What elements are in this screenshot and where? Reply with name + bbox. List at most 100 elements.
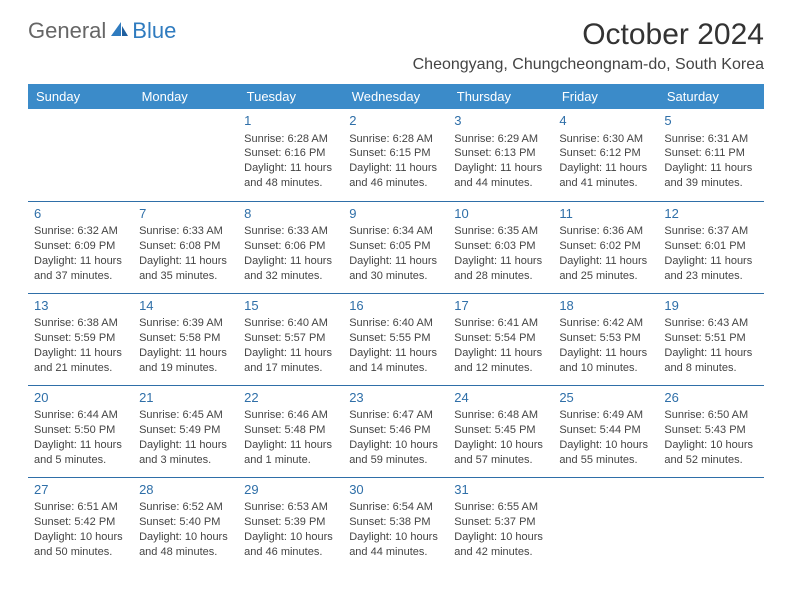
daylight-text: and 59 minutes. xyxy=(349,453,442,468)
calendar-cell: 6Sunrise: 6:32 AMSunset: 6:09 PMDaylight… xyxy=(28,201,133,293)
daylight-text: Daylight: 11 hours xyxy=(349,346,442,361)
day-number: 22 xyxy=(244,389,337,407)
daylight-text: Daylight: 10 hours xyxy=(34,530,127,545)
sunset-text: Sunset: 5:42 PM xyxy=(34,515,127,530)
sunrise-text: Sunrise: 6:42 AM xyxy=(559,316,652,331)
sunset-text: Sunset: 6:08 PM xyxy=(139,239,232,254)
calendar-cell: 1Sunrise: 6:28 AMSunset: 6:16 PMDaylight… xyxy=(238,109,343,201)
day-number: 4 xyxy=(559,112,652,130)
sunset-text: Sunset: 5:54 PM xyxy=(454,331,547,346)
day-number: 8 xyxy=(244,205,337,223)
sunset-text: Sunset: 5:43 PM xyxy=(664,423,757,438)
day-number: 7 xyxy=(139,205,232,223)
sunrise-text: Sunrise: 6:40 AM xyxy=(244,316,337,331)
daylight-text: Daylight: 11 hours xyxy=(559,346,652,361)
daylight-text: and 50 minutes. xyxy=(34,545,127,560)
calendar-cell: 11Sunrise: 6:36 AMSunset: 6:02 PMDayligh… xyxy=(553,201,658,293)
daylight-text: and 32 minutes. xyxy=(244,269,337,284)
sunrise-text: Sunrise: 6:50 AM xyxy=(664,408,757,423)
daylight-text: Daylight: 11 hours xyxy=(349,254,442,269)
sunrise-text: Sunrise: 6:30 AM xyxy=(559,132,652,147)
day-number: 19 xyxy=(664,297,757,315)
sunset-text: Sunset: 5:46 PM xyxy=(349,423,442,438)
calendar-cell: 31Sunrise: 6:55 AMSunset: 5:37 PMDayligh… xyxy=(448,477,553,569)
daylight-text: and 14 minutes. xyxy=(349,361,442,376)
sunset-text: Sunset: 6:06 PM xyxy=(244,239,337,254)
sunrise-text: Sunrise: 6:36 AM xyxy=(559,224,652,239)
daylight-text: and 42 minutes. xyxy=(454,545,547,560)
calendar-table: SundayMondayTuesdayWednesdayThursdayFrid… xyxy=(28,84,764,569)
calendar-cell: 8Sunrise: 6:33 AMSunset: 6:06 PMDaylight… xyxy=(238,201,343,293)
calendar-row: 13Sunrise: 6:38 AMSunset: 5:59 PMDayligh… xyxy=(28,293,764,385)
daylight-text: Daylight: 11 hours xyxy=(664,161,757,176)
daylight-text: and 44 minutes. xyxy=(349,545,442,560)
sunrise-text: Sunrise: 6:55 AM xyxy=(454,500,547,515)
sunrise-text: Sunrise: 6:29 AM xyxy=(454,132,547,147)
calendar-cell: 10Sunrise: 6:35 AMSunset: 6:03 PMDayligh… xyxy=(448,201,553,293)
daylight-text: Daylight: 11 hours xyxy=(664,254,757,269)
day-number: 13 xyxy=(34,297,127,315)
calendar-cell: 20Sunrise: 6:44 AMSunset: 5:50 PMDayligh… xyxy=(28,385,133,477)
sunrise-text: Sunrise: 6:37 AM xyxy=(664,224,757,239)
month-title: October 2024 xyxy=(413,18,764,52)
sunrise-text: Sunrise: 6:46 AM xyxy=(244,408,337,423)
daylight-text: and 8 minutes. xyxy=(664,361,757,376)
calendar-cell: 5Sunrise: 6:31 AMSunset: 6:11 PMDaylight… xyxy=(658,109,763,201)
calendar-cell: 7Sunrise: 6:33 AMSunset: 6:08 PMDaylight… xyxy=(133,201,238,293)
sunset-text: Sunset: 6:09 PM xyxy=(34,239,127,254)
calendar-cell: 14Sunrise: 6:39 AMSunset: 5:58 PMDayligh… xyxy=(133,293,238,385)
calendar-cell: 26Sunrise: 6:50 AMSunset: 5:43 PMDayligh… xyxy=(658,385,763,477)
sunset-text: Sunset: 6:05 PM xyxy=(349,239,442,254)
sunrise-text: Sunrise: 6:28 AM xyxy=(349,132,442,147)
sunrise-text: Sunrise: 6:49 AM xyxy=(559,408,652,423)
day-number: 20 xyxy=(34,389,127,407)
daylight-text: and 46 minutes. xyxy=(349,176,442,191)
daylight-text: and 55 minutes. xyxy=(559,453,652,468)
daylight-text: Daylight: 11 hours xyxy=(559,254,652,269)
sunset-text: Sunset: 5:51 PM xyxy=(664,331,757,346)
daylight-text: and 39 minutes. xyxy=(664,176,757,191)
calendar-cell xyxy=(553,477,658,569)
sunset-text: Sunset: 5:53 PM xyxy=(559,331,652,346)
daylight-text: and 1 minute. xyxy=(244,453,337,468)
sunset-text: Sunset: 5:55 PM xyxy=(349,331,442,346)
calendar-row: 27Sunrise: 6:51 AMSunset: 5:42 PMDayligh… xyxy=(28,477,764,569)
day-header: Sunday xyxy=(28,84,133,109)
sunrise-text: Sunrise: 6:38 AM xyxy=(34,316,127,331)
calendar-body: 1Sunrise: 6:28 AMSunset: 6:16 PMDaylight… xyxy=(28,109,764,569)
daylight-text: and 46 minutes. xyxy=(244,545,337,560)
daylight-text: Daylight: 11 hours xyxy=(244,161,337,176)
sunset-text: Sunset: 5:44 PM xyxy=(559,423,652,438)
sunset-text: Sunset: 5:38 PM xyxy=(349,515,442,530)
day-number: 23 xyxy=(349,389,442,407)
location: Cheongyang, Chungcheongnam-do, South Kor… xyxy=(413,56,764,74)
day-header: Thursday xyxy=(448,84,553,109)
sunset-text: Sunset: 6:16 PM xyxy=(244,146,337,161)
calendar-cell xyxy=(28,109,133,201)
day-number: 5 xyxy=(664,112,757,130)
daylight-text: Daylight: 11 hours xyxy=(454,254,547,269)
daylight-text: Daylight: 10 hours xyxy=(454,530,547,545)
daylight-text: and 37 minutes. xyxy=(34,269,127,284)
daylight-text: Daylight: 11 hours xyxy=(139,346,232,361)
sunrise-text: Sunrise: 6:51 AM xyxy=(34,500,127,515)
sunrise-text: Sunrise: 6:33 AM xyxy=(139,224,232,239)
sunrise-text: Sunrise: 6:52 AM xyxy=(139,500,232,515)
sunrise-text: Sunrise: 6:39 AM xyxy=(139,316,232,331)
day-number: 1 xyxy=(244,112,337,130)
day-number: 18 xyxy=(559,297,652,315)
title-block: October 2024 Cheongyang, Chungcheongnam-… xyxy=(413,18,764,80)
calendar-cell: 28Sunrise: 6:52 AMSunset: 5:40 PMDayligh… xyxy=(133,477,238,569)
day-number: 27 xyxy=(34,481,127,499)
day-number: 17 xyxy=(454,297,547,315)
daylight-text: Daylight: 10 hours xyxy=(454,438,547,453)
daylight-text: Daylight: 10 hours xyxy=(244,530,337,545)
daylight-text: Daylight: 11 hours xyxy=(34,438,127,453)
calendar-cell: 12Sunrise: 6:37 AMSunset: 6:01 PMDayligh… xyxy=(658,201,763,293)
daylight-text: Daylight: 11 hours xyxy=(454,161,547,176)
day-header: Monday xyxy=(133,84,238,109)
day-number: 29 xyxy=(244,481,337,499)
calendar-row: 1Sunrise: 6:28 AMSunset: 6:16 PMDaylight… xyxy=(28,109,764,201)
calendar-cell: 4Sunrise: 6:30 AMSunset: 6:12 PMDaylight… xyxy=(553,109,658,201)
sunrise-text: Sunrise: 6:40 AM xyxy=(349,316,442,331)
